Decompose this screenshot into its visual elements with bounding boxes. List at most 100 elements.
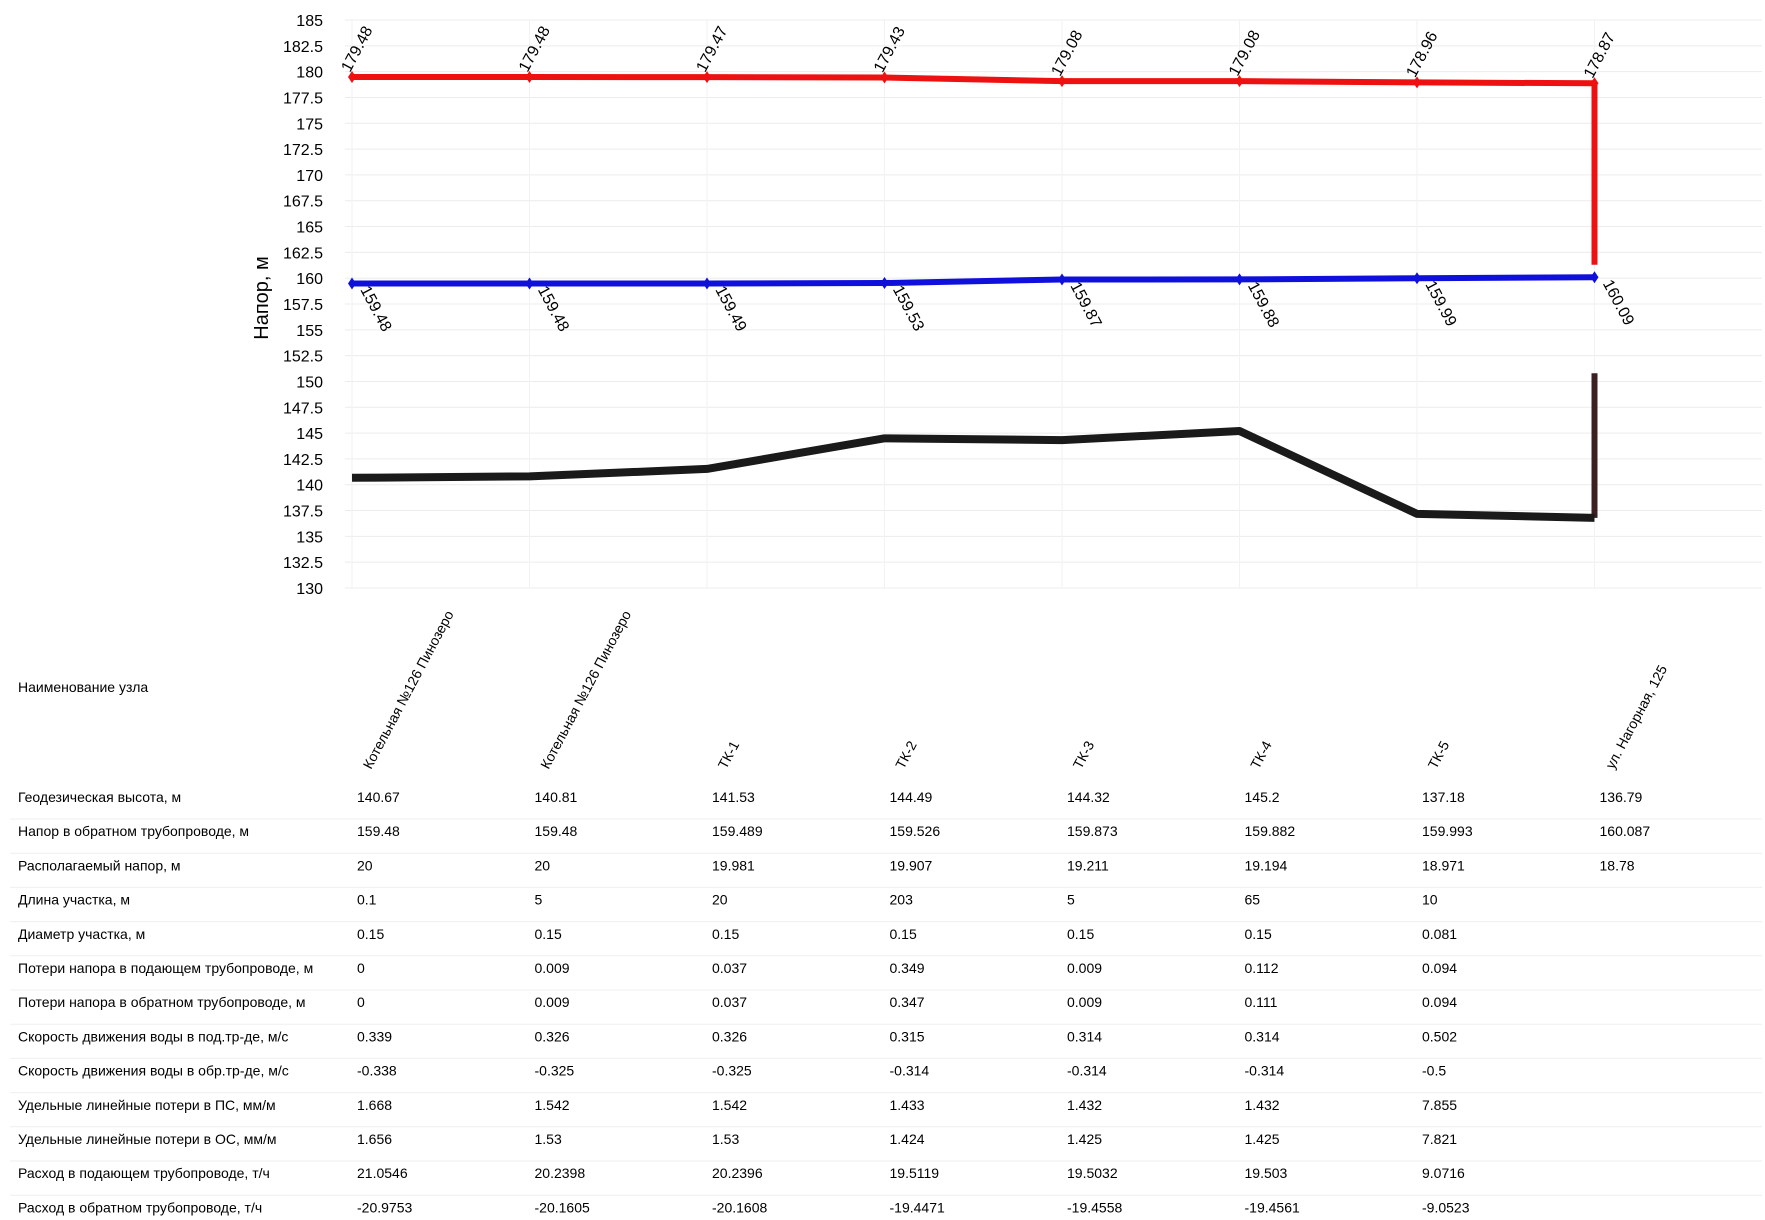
y-axis-ticks: 185 182.5 180 177.5 175 172.5 170 167.5 165 162.5…	[283, 13, 323, 598]
y-tick-label: 145	[296, 426, 323, 443]
series-point	[348, 277, 356, 290]
table-cell: 10	[1422, 892, 1438, 908]
table-cell: 0.094	[1422, 960, 1457, 976]
supply-head-label: 178.96	[1404, 29, 1442, 80]
y-tick-label: 172.5	[283, 142, 323, 159]
table-cell: 0	[357, 960, 365, 976]
table-cell: 141.53	[712, 789, 755, 805]
table-cell: -19.4561	[1245, 1199, 1300, 1215]
table-cell: 0.15	[535, 926, 562, 942]
series-point	[1235, 75, 1244, 88]
series-point	[880, 71, 889, 84]
table-cell: 0.009	[535, 994, 570, 1010]
table-cell: 0.1	[357, 892, 377, 908]
table-cell: -20.1608	[712, 1199, 767, 1215]
table-cell: 1.424	[890, 1131, 925, 1147]
table-cell: 159.882	[1245, 823, 1296, 839]
y-tick-label: 185	[296, 13, 323, 30]
table-cell: 159.526	[890, 823, 941, 839]
table-cell: 1.668	[357, 1097, 392, 1113]
node-name: ТК-2	[892, 738, 920, 771]
y-tick-label: 142.5	[283, 452, 323, 469]
table-cell: 7.855	[1422, 1097, 1457, 1113]
table-cell: 0.15	[890, 926, 917, 942]
table-cell: 0.339	[357, 1028, 392, 1044]
table-cell: 19.981	[712, 857, 755, 873]
table-cell: 145.2	[1245, 789, 1280, 805]
table-cell: -0.314	[890, 1063, 930, 1079]
table-row-label: Диаметр участка, м	[18, 926, 145, 942]
table-cell: 0.009	[535, 960, 570, 976]
table-cell: -19.4558	[1067, 1199, 1122, 1215]
node-name: Котельная №126 Пинозеро	[537, 608, 634, 772]
table-cell: 0	[357, 994, 365, 1010]
y-tick-label: 132.5	[283, 555, 323, 572]
table-cell: 0.326	[535, 1028, 570, 1044]
series-point	[880, 277, 889, 290]
y-tick-label: 175	[296, 116, 323, 133]
table-row-label: Расход в обратном трубопроводе, т/ч	[18, 1199, 262, 1215]
return-head-label: 159.49	[711, 283, 749, 334]
supply-head-label: 178.87	[1581, 30, 1619, 81]
table-cell: 7.821	[1422, 1131, 1457, 1147]
table-cell: 20.2396	[712, 1165, 763, 1181]
table-row-label: Напор в обратном трубопроводе, м	[18, 823, 249, 839]
table-cell: 0.15	[1067, 926, 1094, 942]
table-cell: 20.2398	[535, 1165, 586, 1181]
grid	[345, 19, 1762, 589]
node-name: ТК-1	[715, 738, 743, 771]
node-table: Наименование узла Котельная №126 Пинозер…	[10, 608, 1762, 1215]
table-cell: 5	[535, 892, 543, 908]
table-cell: 159.48	[535, 823, 578, 839]
y-tick-label: 155	[296, 323, 323, 340]
series-point	[1413, 272, 1421, 285]
table-cell: 5	[1067, 892, 1075, 908]
y-tick-label: 150	[296, 374, 323, 391]
return-head-label: 159.87	[1066, 279, 1104, 330]
table-cell: 144.49	[890, 789, 933, 805]
series-point	[348, 71, 356, 84]
node-name-header: Наименование узла	[18, 679, 148, 695]
series-line-1	[352, 274, 1595, 287]
table-cell: 0.349	[890, 960, 925, 976]
series-point	[703, 277, 711, 290]
series-point	[1235, 273, 1244, 286]
table-cell: 19.194	[1245, 857, 1288, 873]
supply-head-label: 179.48	[339, 24, 377, 75]
table-row-label: Потери напора в подающем трубопроводе, м	[18, 960, 313, 976]
table-cell: 136.79	[1600, 789, 1643, 805]
table-cell: -9.0523	[1422, 1199, 1470, 1215]
series-point	[703, 71, 711, 84]
series	[348, 71, 1599, 522]
table-cell: 0.315	[890, 1028, 925, 1044]
y-tick-label: 177.5	[283, 90, 323, 107]
table-cell: 1.432	[1067, 1097, 1102, 1113]
table-cell: 1.425	[1245, 1131, 1280, 1147]
table-cell: 1.53	[535, 1131, 562, 1147]
table-cell: -0.5	[1422, 1063, 1446, 1079]
table-cell: 137.18	[1422, 789, 1465, 805]
table-cell: 1.542	[535, 1097, 570, 1113]
series-point	[1058, 273, 1066, 286]
supply-head-label: 179.43	[871, 24, 909, 75]
supply-head-label: 179.47	[694, 24, 732, 75]
table-cell: 159.48	[357, 823, 400, 839]
table-cell: 0.037	[712, 960, 747, 976]
table-cell: 159.993	[1422, 823, 1473, 839]
table-cell: 0.314	[1067, 1028, 1102, 1044]
return-head-label: 159.53	[889, 283, 927, 334]
table-cell: 160.087	[1600, 823, 1651, 839]
series-point	[525, 277, 534, 290]
table-cell: -20.9753	[357, 1199, 412, 1215]
table-cell: -20.1605	[535, 1199, 590, 1215]
table-cell: 18.78	[1600, 857, 1635, 873]
y-tick-label: 130	[296, 581, 323, 598]
table-cell: -19.4471	[890, 1199, 945, 1215]
table-cell: 0.15	[1245, 926, 1272, 942]
series-line-2	[351, 427, 1595, 522]
table-row-label: Скорость движения воды в под.тр-де, м/с	[18, 1028, 288, 1044]
table-cell: 144.32	[1067, 789, 1110, 805]
return-head-label: 159.88	[1244, 279, 1282, 330]
supply-head-label: 179.48	[516, 24, 554, 75]
table-cell: 159.873	[1067, 823, 1118, 839]
